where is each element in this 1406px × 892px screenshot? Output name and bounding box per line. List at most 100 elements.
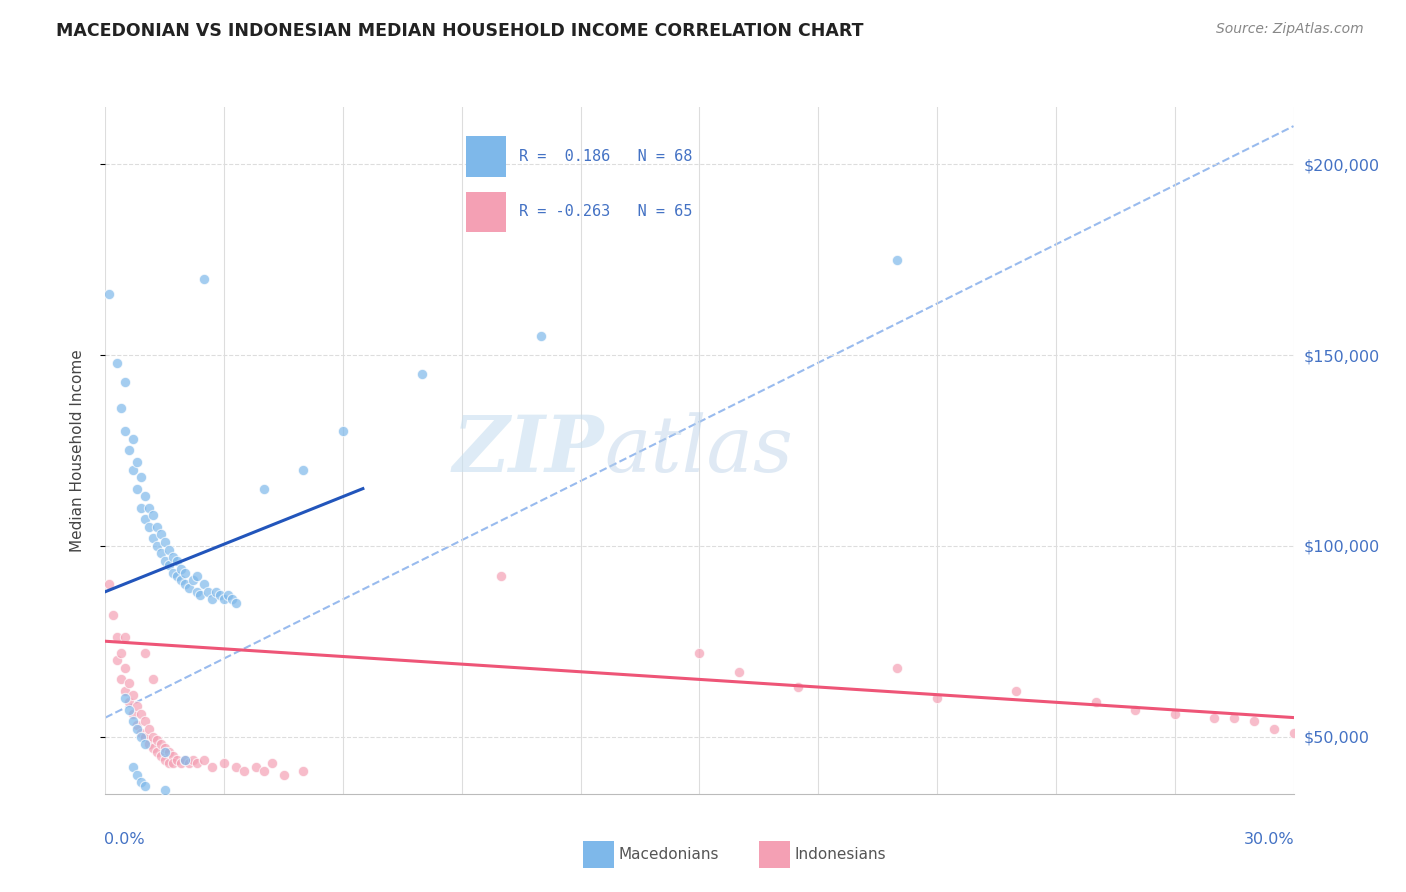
Point [127, 722, 149, 736]
Text: Macedonians: Macedonians [619, 847, 718, 862]
Point [110, 401, 132, 416]
Point [153, 752, 176, 766]
Point [162, 566, 184, 580]
Point [105, 653, 128, 667]
Point [134, 489, 156, 503]
Point [201, 592, 224, 607]
Point [146, 745, 169, 759]
Point [122, 706, 145, 721]
Point [177, 581, 200, 595]
Point [153, 535, 176, 549]
Point [245, 760, 267, 774]
Point [134, 512, 156, 526]
Point [122, 462, 145, 476]
Point [177, 756, 200, 771]
Point [1282, 726, 1305, 740]
Point [181, 573, 204, 587]
Point [118, 703, 141, 717]
Point [201, 760, 224, 774]
Point [134, 779, 156, 793]
Point [122, 760, 145, 774]
Point [193, 271, 215, 285]
Point [114, 425, 136, 439]
Point [122, 714, 145, 729]
Point [149, 527, 172, 541]
Point [166, 569, 188, 583]
Point [221, 592, 243, 607]
Point [142, 531, 165, 545]
Point [98, 577, 121, 591]
Point [1263, 722, 1285, 736]
Point [886, 661, 908, 675]
Point [190, 589, 212, 603]
Point [173, 752, 195, 766]
Point [127, 455, 149, 469]
Point [134, 730, 156, 744]
Point [127, 699, 149, 714]
Point [105, 631, 128, 645]
Point [170, 562, 193, 576]
Point [170, 573, 193, 587]
Point [114, 691, 136, 706]
Point [186, 756, 208, 771]
Point [105, 356, 128, 370]
Point [157, 542, 180, 557]
Point [225, 760, 247, 774]
Point [118, 695, 141, 709]
Point [181, 752, 204, 766]
Point [1164, 706, 1187, 721]
Point [157, 756, 180, 771]
Text: Indonesians: Indonesians [794, 847, 886, 862]
Point [127, 482, 149, 496]
Point [253, 482, 276, 496]
Point [146, 520, 169, 534]
Point [260, 756, 283, 771]
Point [173, 577, 195, 591]
Point [197, 584, 219, 599]
Point [146, 539, 169, 553]
Point [114, 631, 136, 645]
Point [157, 558, 180, 572]
Point [166, 752, 188, 766]
Point [173, 752, 195, 766]
Point [225, 596, 247, 610]
Point [1084, 695, 1107, 709]
Point [209, 589, 232, 603]
Text: 0.0%: 0.0% [104, 831, 145, 847]
Point [233, 764, 256, 778]
Point [1123, 703, 1146, 717]
Point [138, 722, 160, 736]
Point [138, 500, 160, 515]
Point [146, 733, 169, 747]
Point [129, 726, 152, 740]
Point [273, 768, 295, 782]
Point [491, 569, 513, 583]
Point [157, 745, 180, 759]
Text: 30.0%: 30.0% [1244, 831, 1295, 847]
Point [186, 584, 208, 599]
Point [166, 554, 188, 568]
Point [129, 500, 152, 515]
Point [134, 646, 156, 660]
Point [162, 550, 184, 565]
Point [411, 367, 433, 381]
Text: Source: ZipAtlas.com: Source: ZipAtlas.com [1216, 22, 1364, 37]
Point [153, 741, 176, 756]
Point [98, 287, 121, 301]
Point [122, 688, 145, 702]
Point [728, 665, 751, 679]
Point [110, 646, 132, 660]
Point [214, 756, 236, 771]
Point [925, 691, 948, 706]
Point [114, 683, 136, 698]
Point [153, 783, 176, 797]
Point [149, 737, 172, 751]
Point [129, 706, 152, 721]
Point [142, 730, 165, 744]
Point [162, 748, 184, 763]
Point [118, 676, 141, 690]
Point [217, 589, 239, 603]
Point [193, 752, 215, 766]
Point [142, 741, 165, 756]
Point [173, 566, 195, 580]
